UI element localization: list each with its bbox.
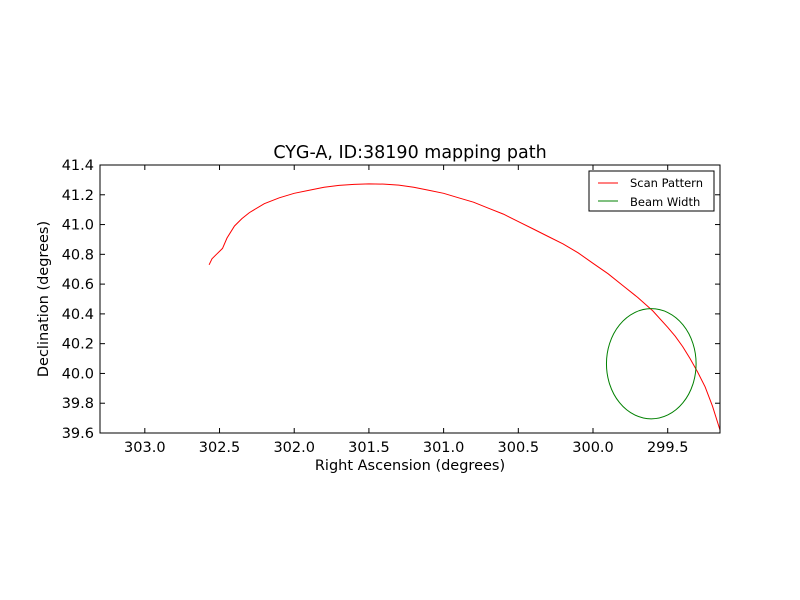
y-tick-label: 40.6 (62, 277, 94, 293)
plot-frame (99, 164, 721, 434)
legend-label-scan-pattern: Scan Pattern (630, 176, 703, 190)
x-tick-label: 301.5 (348, 440, 390, 456)
beam-width-circle (605, 308, 697, 420)
chart-title: CYG-A, ID:38190 mapping path (273, 143, 546, 163)
y-tick-label: 39.8 (62, 396, 94, 412)
y-tick-label: 40.0 (62, 366, 94, 382)
x-tick-label: 300.5 (498, 440, 540, 456)
x-axis-label: Right Ascension (degrees) (315, 458, 505, 474)
tick-layer: 303.0 302.5 302.0 301.5 301.0 300.5 300.0 299.5… (62, 158, 720, 456)
y-tick-label: 40.4 (62, 307, 94, 323)
scan-pattern-line (208, 183, 720, 431)
y-tick-label: 40.2 (62, 337, 94, 353)
y-tick-label: 41.4 (62, 158, 94, 174)
y-axis-label: Declination (degrees) (36, 221, 52, 377)
y-tick-label: 40.8 (62, 247, 94, 263)
x-tick-label: 303.0 (124, 440, 166, 456)
x-tick-label: 299.5 (647, 440, 689, 456)
series-layer (208, 183, 720, 431)
legend-label-beam-width: Beam Width (630, 195, 700, 209)
y-tick-label: 41.0 (62, 218, 94, 234)
legend-frame (588, 170, 715, 212)
y-tick-label: 41.2 (62, 188, 94, 204)
x-tick-label: 302.0 (273, 440, 315, 456)
x-tick-label: 301.0 (423, 440, 465, 456)
y-tick-label: 39.6 (62, 426, 94, 442)
legend: Scan Pattern Beam Width (588, 170, 715, 212)
x-tick-label: 300.0 (572, 440, 614, 456)
x-tick-label: 302.5 (199, 440, 241, 456)
